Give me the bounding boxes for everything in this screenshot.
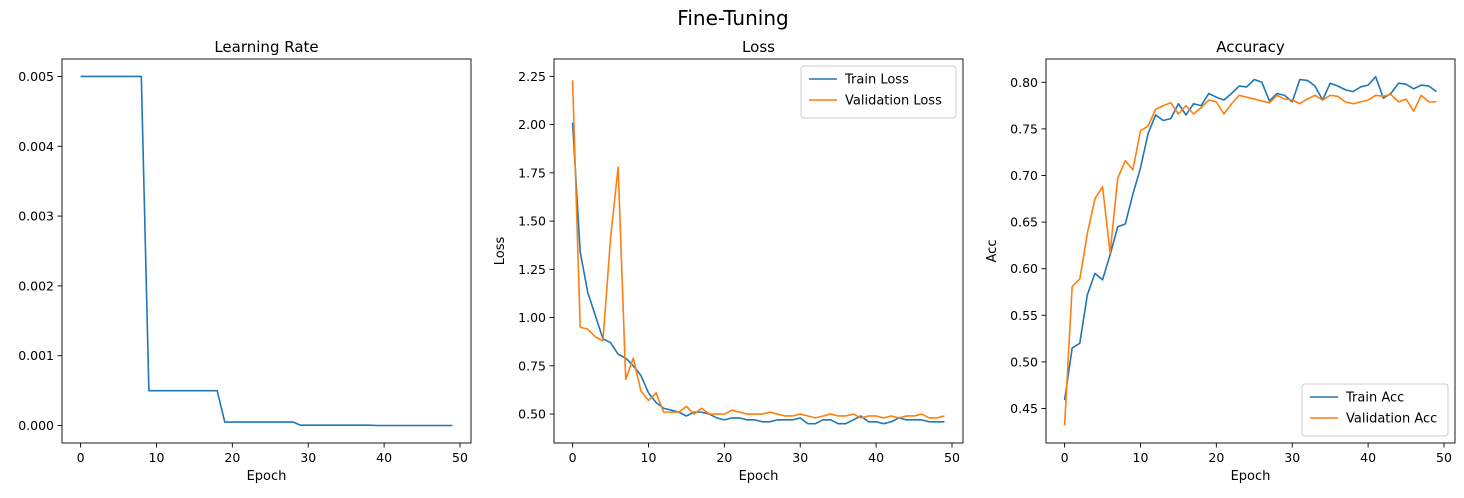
acc-ytick-label: 0.60 <box>1010 261 1038 276</box>
acc-legend-label: Validation Acc <box>1346 412 1437 427</box>
lr-axes: Learning Rate 0 10 20 30 40 50 0.000 0.001 0.002 0… <box>18 38 472 484</box>
lr-xtick-label: 40 <box>376 450 392 465</box>
loss-ytick-label: 1.75 <box>518 165 546 180</box>
lr-frame <box>61 58 472 444</box>
loss-xtick-label: 0 <box>569 450 577 465</box>
loss-legend: Train Loss Validation Loss <box>800 65 957 119</box>
loss-series-train-loss <box>571 122 945 425</box>
lr-xtick-label: 10 <box>149 450 165 465</box>
loss-frame <box>553 58 964 444</box>
acc-axes: Accuracy 0 10 20 30 40 50 0.45 0.50 0.55 0.60 0.65 0… <box>985 38 1456 484</box>
lr-ytick-label: 0.004 <box>18 139 54 154</box>
lr-xtick-label: 20 <box>224 450 240 465</box>
loss-ytick-label: 0.75 <box>518 358 546 373</box>
loss-xtick-label: 20 <box>716 450 732 465</box>
lr-xtick-label: 50 <box>452 450 468 465</box>
lr-xtick-label: 0 <box>77 450 85 465</box>
lr-ytick-label: 0.002 <box>18 278 54 293</box>
acc-ytick-label: 0.55 <box>1010 308 1038 323</box>
loss-xtick-label: 40 <box>868 450 884 465</box>
acc-xtick-label: 30 <box>1284 450 1300 465</box>
acc-frame <box>1045 58 1456 444</box>
lr-xlabel: Epoch <box>247 469 287 484</box>
acc-ytick-label: 0.75 <box>1010 121 1038 136</box>
loss-xtick-label: 10 <box>641 450 657 465</box>
loss-ytick-label: 2.25 <box>518 69 546 84</box>
acc-ytick-label: 0.70 <box>1010 168 1038 183</box>
figure-title: Fine-Tuning <box>677 6 788 30</box>
loss-title: Loss <box>742 38 775 56</box>
acc-series-train-acc <box>1063 75 1437 401</box>
loss-legend-label: Validation Loss <box>845 94 942 109</box>
acc-xtick-label: 10 <box>1133 450 1149 465</box>
acc-legend-label: Train Acc <box>1345 391 1404 406</box>
lr-ytick-label: 0.001 <box>18 348 54 363</box>
loss-xlabel: Epoch <box>739 469 779 484</box>
acc-title: Accuracy <box>1216 38 1285 56</box>
loss-ytick-label: 1.25 <box>518 262 546 277</box>
acc-legend-box <box>1301 383 1449 437</box>
lr-title: Learning Rate <box>214 38 318 56</box>
loss-ytick-label: 1.50 <box>518 214 546 229</box>
acc-xlabel: Epoch <box>1231 469 1271 484</box>
acc-ytick-label: 0.50 <box>1010 354 1038 369</box>
loss-xtick-label: 50 <box>944 450 960 465</box>
loss-ytick-label: 1.00 <box>518 310 546 325</box>
lr-series-line <box>80 75 453 427</box>
acc-ytick-label: 0.45 <box>1010 401 1038 416</box>
loss-xtick-label: 30 <box>792 450 808 465</box>
acc-ytick-label: 0.65 <box>1010 215 1038 230</box>
loss-ytick-label: 0.50 <box>518 407 546 422</box>
loss-axes: Loss 0 10 20 30 40 50 0.50 0.75 1.00 1.25 1.50 1.75 2… <box>493 38 964 484</box>
loss-ylabel: Loss <box>493 237 508 266</box>
loss-series-validation-loss <box>571 80 945 419</box>
loss-legend-label: Train Loss <box>844 73 909 88</box>
loss-legend-box <box>800 65 957 119</box>
acc-ylabel: Acc <box>985 240 1000 263</box>
acc-ytick-label: 0.80 <box>1010 75 1038 90</box>
acc-xtick-label: 40 <box>1360 450 1376 465</box>
lr-xtick-label: 30 <box>300 450 316 465</box>
acc-xtick-label: 0 <box>1061 450 1069 465</box>
acc-xtick-label: 50 <box>1436 450 1452 465</box>
acc-series-validation-acc <box>1063 93 1437 426</box>
acc-xtick-label: 20 <box>1208 450 1224 465</box>
acc-legend: Train Acc Validation Acc <box>1301 383 1449 437</box>
lr-ytick-label: 0.000 <box>18 418 54 433</box>
loss-ytick-label: 2.00 <box>518 117 546 132</box>
lr-ytick-label: 0.003 <box>18 209 54 224</box>
lr-ytick-label: 0.005 <box>18 69 54 84</box>
